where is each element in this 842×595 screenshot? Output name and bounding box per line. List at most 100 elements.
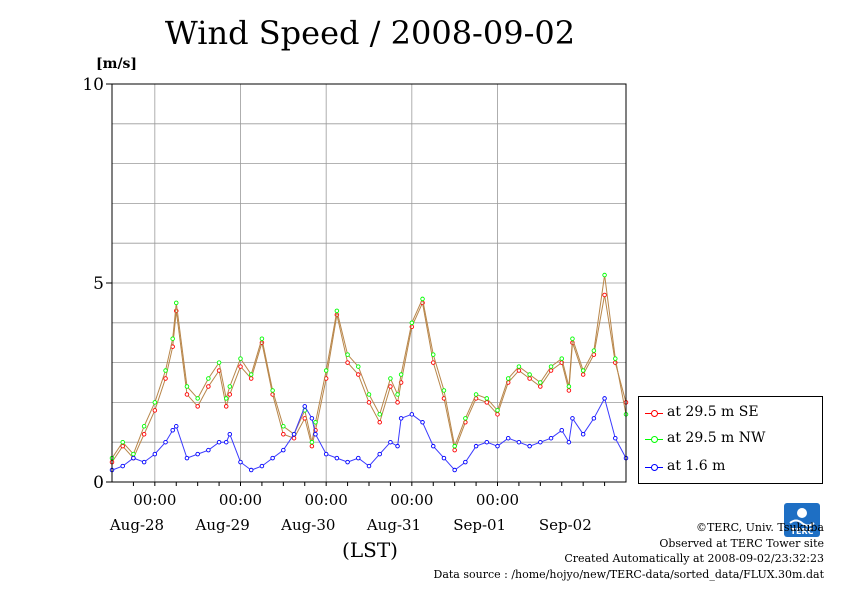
data-point (238, 356, 243, 361)
data-point (281, 447, 286, 453)
data-point (395, 392, 400, 397)
data-point (548, 435, 554, 441)
data-point (309, 443, 315, 449)
data-point (570, 416, 575, 421)
data-point (238, 459, 243, 465)
data-point (323, 368, 329, 373)
data-point (173, 424, 179, 429)
data-point (173, 300, 179, 306)
data-point (613, 435, 618, 441)
data-point (431, 352, 436, 357)
data-point (398, 416, 404, 421)
legend-item-low: at 1.6 m (639, 457, 822, 479)
x-tick-label: 00:00 (133, 491, 176, 509)
data-point (309, 416, 315, 421)
data-point (538, 439, 543, 445)
data-point (463, 459, 468, 465)
data-point (259, 336, 265, 341)
data-point (131, 451, 136, 457)
date-label: Sep-01 (453, 516, 506, 534)
series-layer (109, 272, 629, 473)
data-point (270, 455, 275, 461)
data-point (566, 384, 572, 389)
footer-observed: Observed at TERC Tower site (659, 536, 824, 550)
chart-title: Wind Speed / 2008-09-02 (164, 14, 576, 52)
data-point (538, 384, 543, 389)
data-point (495, 443, 500, 449)
data-point (527, 443, 532, 449)
data-point (431, 360, 436, 365)
data-point (248, 372, 254, 377)
data-point (570, 336, 575, 341)
data-point (313, 420, 318, 425)
data-point (120, 463, 125, 469)
data-point (538, 380, 543, 385)
data-point (591, 348, 597, 353)
data-point (223, 404, 229, 409)
x-axis-label: (LST) (342, 538, 398, 562)
data-point (395, 443, 400, 449)
terc-logo-icon: TERC (784, 503, 820, 537)
data-point (120, 439, 125, 445)
legend-label-se: at 29.5 m SE (667, 404, 759, 420)
legend-label-low: at 1.6 m (667, 458, 726, 474)
data-point (345, 352, 350, 357)
data-point (566, 439, 572, 445)
data-point (548, 364, 554, 369)
data-point (227, 431, 233, 437)
data-point (452, 443, 457, 449)
data-point (195, 404, 200, 409)
data-point (248, 467, 254, 473)
data-point (559, 356, 565, 361)
x-tick-label: 00:00 (305, 491, 348, 509)
data-point (377, 412, 382, 417)
legend-marker-se (651, 410, 658, 417)
series-line-2 (111, 397, 627, 471)
data-point (206, 384, 211, 389)
date-label: Aug-30 (280, 516, 335, 534)
y-unit-label: [m/s] (96, 56, 138, 72)
x-tick-label: 00:00 (219, 491, 262, 509)
data-point (170, 336, 175, 341)
data-point (559, 428, 565, 433)
data-point (420, 296, 425, 302)
data-point (291, 435, 297, 441)
data-point (259, 463, 265, 469)
data-point (223, 439, 229, 445)
date-label: Sep-02 (539, 516, 592, 534)
data-point (184, 455, 190, 461)
data-point (431, 443, 436, 449)
data-point (409, 412, 415, 417)
data-point (163, 439, 168, 445)
legend: at 29.5 m SE at 29.5 m NW at 1.6 m (638, 396, 823, 484)
legend-marker-low (651, 464, 658, 471)
data-point (366, 463, 372, 469)
data-point (613, 356, 618, 361)
data-point (495, 408, 500, 413)
data-point (291, 431, 297, 437)
data-point (484, 400, 490, 405)
x-tick-label: 00:00 (390, 491, 433, 509)
data-point (141, 459, 147, 465)
data-point (216, 360, 222, 365)
data-point (441, 455, 447, 461)
data-point (441, 388, 447, 393)
grid-lines (112, 84, 626, 482)
data-point (302, 404, 308, 409)
legend-label-nw: at 29.5 m NW (667, 430, 766, 446)
data-point (527, 372, 532, 377)
svg-text:TERC: TERC (791, 527, 814, 536)
data-point (505, 376, 511, 381)
y-tick-label: 5 (93, 274, 104, 294)
data-point (580, 431, 586, 437)
data-point (409, 320, 415, 326)
data-point (152, 400, 158, 405)
data-point (366, 392, 372, 397)
data-point (141, 424, 147, 429)
data-point (516, 368, 522, 373)
footer-copyright: ©TERC, Univ. Tsukuba (695, 521, 824, 534)
data-point (580, 368, 586, 373)
data-point (216, 439, 222, 445)
data-point (452, 447, 457, 453)
